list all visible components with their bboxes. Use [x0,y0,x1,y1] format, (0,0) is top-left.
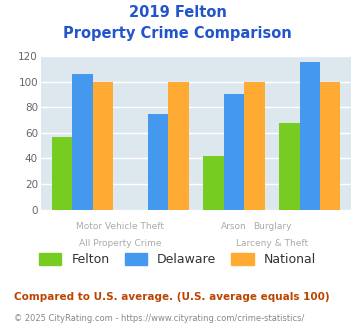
Bar [169,82,189,210]
Text: All Property Crime: All Property Crime [79,239,162,248]
Bar [203,156,224,210]
Bar [244,82,265,210]
Bar [300,62,320,210]
Bar [320,82,340,210]
Text: Motor Vehicle Theft: Motor Vehicle Theft [76,222,164,231]
Text: 2019 Felton: 2019 Felton [129,5,226,20]
Bar [52,137,72,210]
Bar [279,122,300,210]
Bar [93,82,113,210]
Bar [72,74,93,210]
Text: Arson: Arson [221,222,247,231]
Legend: Felton, Delaware, National: Felton, Delaware, National [39,253,316,266]
Text: Property Crime Comparison: Property Crime Comparison [63,26,292,41]
Text: Burglary: Burglary [253,222,291,231]
Bar [224,94,244,210]
Text: © 2025 CityRating.com - https://www.cityrating.com/crime-statistics/: © 2025 CityRating.com - https://www.city… [14,314,305,323]
Text: Larceny & Theft: Larceny & Theft [236,239,308,248]
Text: Compared to U.S. average. (U.S. average equals 100): Compared to U.S. average. (U.S. average … [14,292,330,302]
Bar [148,114,169,210]
